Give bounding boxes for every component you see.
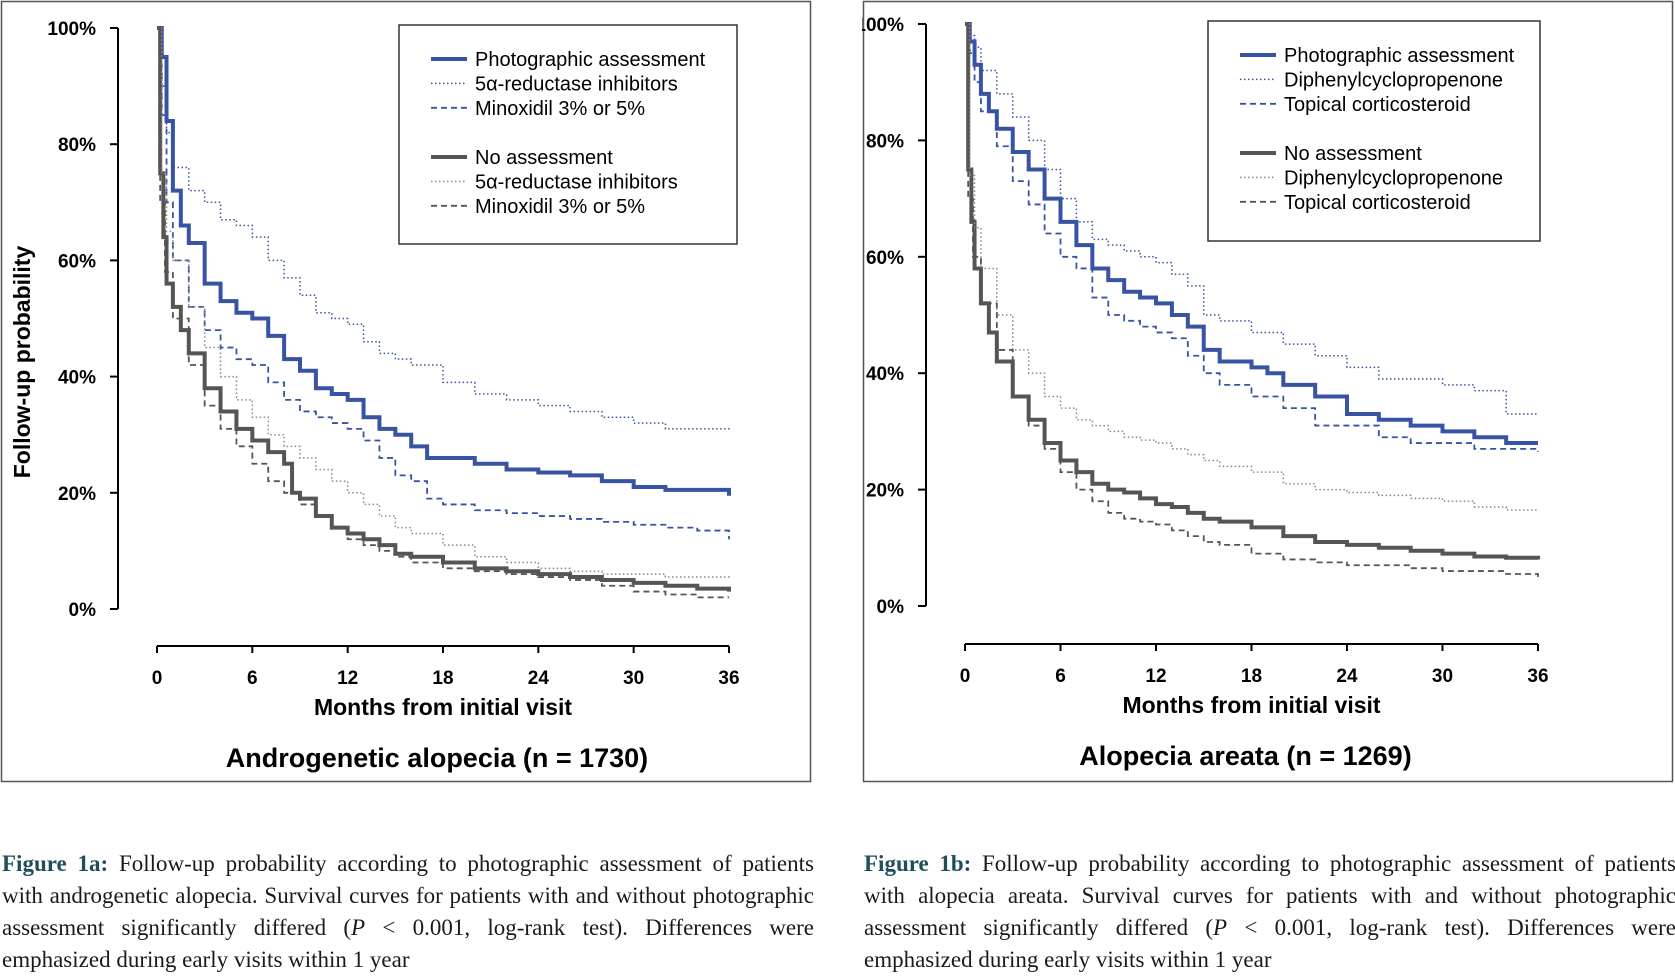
- caption-text: Follow-up probability according to photo…: [2, 851, 814, 940]
- x-axis-label: Months from initial visit: [314, 694, 572, 720]
- legend-label: No assessment: [1284, 143, 1422, 165]
- legend-box: [1207, 20, 1541, 242]
- x-tick-label: 18: [1241, 666, 1262, 687]
- legend-label: Diphenylcyclopropenone: [1284, 167, 1503, 189]
- chart-title: Alopecia areata (n = 1269): [1079, 741, 1411, 771]
- y-tick-label: 40%: [58, 368, 96, 389]
- series-line: [965, 23, 1538, 415]
- legend-label: 5α-reductase inhibitors: [475, 73, 678, 95]
- x-tick-label: 36: [718, 668, 739, 689]
- y-axis-label: Follow-up probability: [9, 246, 35, 479]
- x-tick-label: 30: [1432, 666, 1453, 687]
- caption-label: Figure 1a:: [2, 851, 109, 876]
- caption-text-end: < 0.001, log-rank test). Differences wer…: [2, 915, 814, 972]
- x-tick-label: 30: [623, 668, 644, 689]
- legend-label: Topical corticosteroid: [1284, 192, 1471, 214]
- y-tick-label: 20%: [58, 484, 96, 505]
- x-tick-label: 12: [337, 668, 358, 689]
- x-axis-label: Months from initial visit: [1122, 692, 1380, 718]
- y-tick-label: 60%: [866, 248, 904, 269]
- legend-label: Photographic assessment: [1284, 45, 1515, 67]
- series-line: [965, 23, 1539, 577]
- chart-panel-b: 0% 20% 40% 60% 80% 100% 0 6 12 18 24 30 36 Months fro…: [862, 0, 1674, 838]
- chart-title: Androgenetic alopecia (n = 1730): [226, 743, 648, 773]
- y-tick-label: 0%: [877, 597, 905, 618]
- caption-text: Follow-up probability according to photo…: [864, 851, 1675, 940]
- y-tick-label: 100%: [47, 19, 96, 40]
- legend-label: Minoxidil 3% or 5%: [475, 98, 645, 120]
- caption-p-symbol: P: [1213, 915, 1228, 940]
- legend-label: Minoxidil 3% or 5%: [475, 196, 645, 218]
- series-line: [157, 27, 729, 599]
- series-line: [157, 27, 730, 540]
- y-tick-label: 100%: [862, 15, 904, 36]
- series-line: [157, 27, 730, 580]
- x-tick-label: 6: [247, 668, 258, 689]
- series-line: [157, 26, 731, 496]
- y-tick-label: 80%: [866, 131, 904, 152]
- x-tick-label: 6: [1055, 666, 1066, 687]
- km-chart-a: 0% 20% 40% 60% 80% 100% 0 6 12 18 24 30 36 Months fro…: [0, 0, 812, 783]
- x-tick-label: 0: [152, 668, 163, 689]
- x-tick-label: 24: [528, 668, 550, 689]
- km-chart-b: 0% 20% 40% 60% 80% 100% 0 6 12 18 24 30 36 Months fro…: [862, 0, 1674, 783]
- series-line: [965, 23, 1538, 511]
- x-tick-label: 18: [432, 668, 453, 689]
- y-tick-label: 40%: [866, 364, 904, 385]
- caption-text-end: < 0.001, log-rank test). Differences wer…: [864, 915, 1675, 972]
- chart-frame: [862, 0, 1674, 783]
- figure-caption-a: Figure 1a: Follow-up probability accordi…: [2, 848, 814, 976]
- legend-label: 5α-reductase inhibitors: [475, 171, 678, 193]
- y-tick-label: 80%: [58, 135, 96, 156]
- chart-frame: [0, 0, 812, 783]
- series-line: [157, 27, 730, 432]
- legend-label: Photographic assessment: [475, 49, 706, 71]
- x-tick-label: 0: [960, 666, 971, 687]
- caption-p-symbol: P: [351, 915, 366, 940]
- chart-panel-a: 0% 20% 40% 60% 80% 100% 0 6 12 18 24 30 36 Months fro…: [0, 0, 812, 838]
- legend-label: No assessment: [475, 147, 613, 169]
- y-tick-label: 20%: [866, 481, 904, 502]
- legend-label: Diphenylcyclopropenone: [1284, 69, 1503, 91]
- x-tick-label: 24: [1336, 666, 1358, 687]
- y-tick-label: 60%: [58, 251, 96, 272]
- legend-box: [398, 24, 738, 245]
- x-tick-label: 36: [1527, 666, 1548, 687]
- legend-label: Topical corticosteroid: [1284, 94, 1471, 116]
- series-line: [965, 22, 1540, 560]
- y-tick-label: 0%: [69, 600, 97, 621]
- caption-label: Figure 1b:: [864, 851, 972, 876]
- x-tick-label: 12: [1145, 666, 1166, 687]
- figure-caption-b: Figure 1b: Follow-up probability accordi…: [864, 848, 1675, 976]
- series-line: [965, 23, 1539, 452]
